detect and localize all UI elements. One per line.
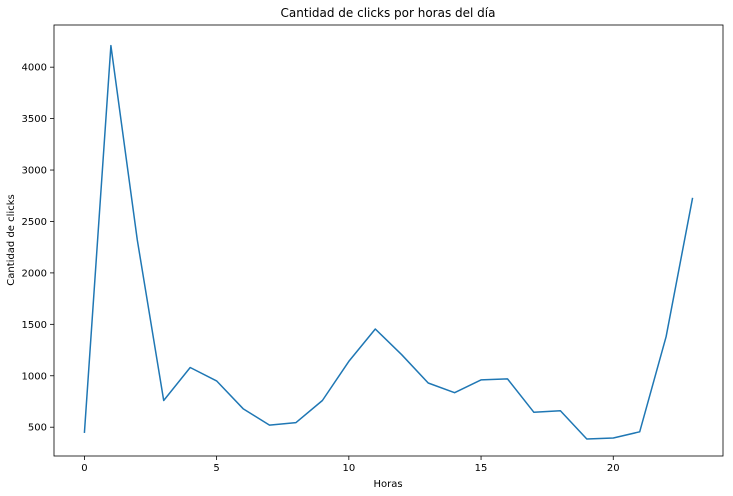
x-tick-label: 10	[342, 463, 355, 474]
plot-area: 0 5 10 15 20 500 1000 1500 2000 2500 3000 3500 4000	[22, 24, 724, 474]
y-tick-label: 1000	[22, 371, 47, 382]
x-tick-label: 5	[213, 463, 219, 474]
y-tick-label: 3500	[22, 114, 47, 125]
y-tick-label: 2000	[22, 268, 47, 279]
x-tick-label: 0	[81, 463, 87, 474]
series-line	[83, 44, 694, 440]
y-tick-label: 1500	[22, 320, 47, 331]
x-tick-label: 20	[607, 463, 620, 474]
y-tick-label: 4000	[22, 63, 47, 74]
x-axis-label: Horas	[373, 479, 402, 490]
y-axis-label: Cantidad de clicks	[6, 194, 17, 285]
y-tick-label: 3000	[22, 166, 47, 177]
y-tick-label: 2500	[22, 217, 47, 228]
x-tick-label: 15	[475, 463, 488, 474]
chart-title: Cantidad de clicks por horas del día	[281, 6, 496, 20]
y-tick-label: 500	[28, 423, 47, 434]
plot-frame	[53, 24, 724, 457]
